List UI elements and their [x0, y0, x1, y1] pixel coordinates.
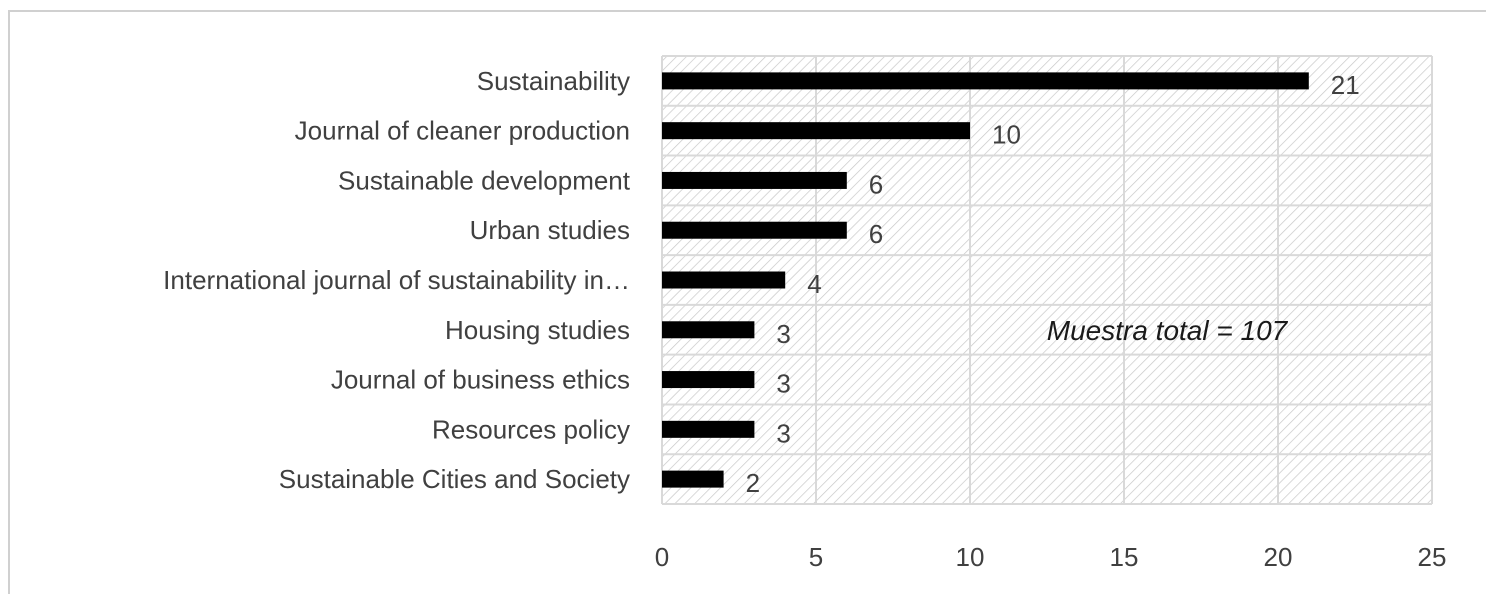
data-label: 4 — [807, 269, 821, 299]
data-label: 3 — [776, 319, 790, 349]
data-label: 6 — [869, 169, 883, 199]
bar — [662, 171, 847, 189]
category-labels: Sustainability Journal of cleaner product… — [163, 66, 631, 494]
bar — [662, 321, 755, 339]
x-tick-label: 0 — [655, 542, 669, 572]
data-label: 3 — [776, 418, 790, 448]
bar — [662, 371, 755, 389]
data-label: 2 — [746, 468, 760, 498]
x-axis-tick-labels: 0 5 10 15 20 25 — [655, 542, 1447, 572]
category-label: Sustainability — [477, 66, 630, 96]
data-label: 3 — [776, 369, 790, 399]
data-label: 6 — [869, 219, 883, 249]
x-tick-label: 20 — [1264, 542, 1293, 572]
x-tick-label: 5 — [809, 542, 823, 572]
category-label: Journal of business ethics — [331, 365, 630, 395]
bars — [662, 72, 1309, 488]
category-label: Urban studies — [470, 215, 630, 245]
category-label: Resources policy — [432, 414, 630, 444]
category-label: Housing studies — [445, 315, 630, 345]
sample-size-annotation: Muestra total = 107 — [1047, 315, 1289, 346]
bar — [662, 420, 755, 438]
bar — [662, 122, 970, 140]
bar — [662, 470, 724, 488]
category-label: International journal of sustainability … — [163, 265, 630, 295]
data-label: 21 — [1331, 70, 1360, 100]
chart-frame — [8, 10, 1486, 594]
data-label: 10 — [992, 120, 1021, 150]
x-tick-label: 15 — [1110, 542, 1139, 572]
category-label: Sustainable development — [338, 165, 631, 195]
bar — [662, 221, 847, 239]
category-label: Journal of cleaner production — [295, 116, 630, 146]
x-tick-label: 10 — [956, 542, 985, 572]
x-tick-label: 25 — [1418, 542, 1447, 572]
bar — [662, 72, 1309, 90]
category-label: Sustainable Cities and Society — [279, 464, 630, 494]
gridlines — [661, 55, 1433, 505]
bar — [662, 271, 786, 289]
